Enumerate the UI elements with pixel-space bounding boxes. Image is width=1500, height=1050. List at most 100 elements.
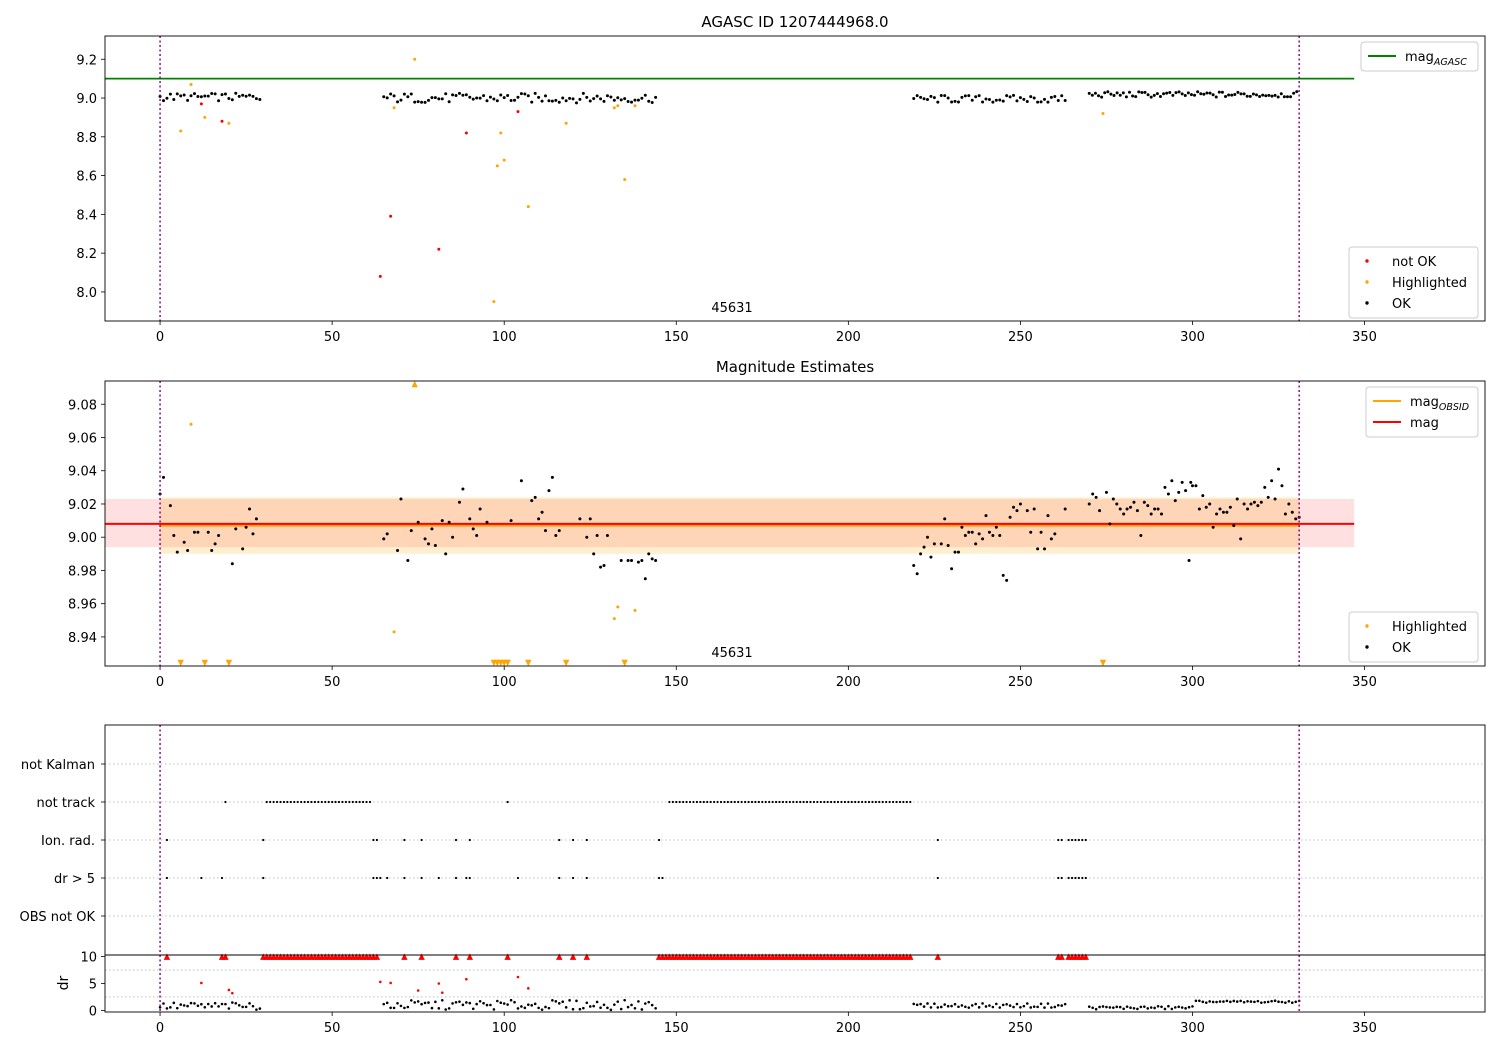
data-point-ok (1220, 90, 1224, 94)
data-point-ok (1146, 1007, 1150, 1010)
data-point-ok (1253, 1000, 1256, 1004)
y-tick-label: 9.2 (76, 53, 97, 68)
x-tick-label: 150 (664, 675, 689, 690)
data-point-ok (643, 577, 647, 581)
flag-point (695, 800, 699, 804)
data-point-highlighted (633, 608, 637, 612)
data-point-ok (482, 94, 486, 98)
data-point-ok (489, 1003, 492, 1007)
flag-point (375, 838, 378, 842)
data-point-ok (451, 1002, 454, 1005)
data-point-ok (254, 97, 258, 101)
data-point-ok (392, 94, 396, 98)
data-point-ok (1252, 500, 1256, 504)
data-point-ok (592, 552, 596, 556)
data-point-ok (1153, 507, 1157, 511)
data-point-ok (561, 96, 565, 100)
data-point-ok (230, 98, 234, 102)
data-point-ok (1163, 485, 1167, 489)
data-point-ok (543, 94, 547, 98)
data-point-ok (1194, 484, 1198, 488)
data-point-ok (1273, 999, 1277, 1003)
data-point-ok (482, 1001, 485, 1005)
flag-point (781, 800, 785, 804)
data-point-ok (213, 1001, 217, 1005)
flag-point (351, 800, 354, 804)
data-point-ok (1239, 92, 1243, 96)
data-point-ok (492, 1008, 496, 1011)
data-point-ok (606, 1006, 609, 1010)
data-point-ok (1184, 1007, 1187, 1010)
flag-point (1084, 838, 1087, 842)
data-point-ok (444, 552, 448, 556)
data-point-ok (619, 558, 623, 562)
data-point-ok (915, 94, 919, 98)
data-point-ok (210, 91, 214, 95)
panel-dr: 0 50 100 150 200 250 300 350 0 5 10 dr (56, 951, 1486, 1036)
flag-point (743, 800, 747, 804)
data-point-ok (1183, 94, 1187, 98)
data-point-ok (1196, 90, 1200, 94)
data-point-ok (1242, 92, 1246, 96)
data-point-ok (1287, 502, 1291, 506)
data-point-ok (244, 94, 248, 98)
x-tick-label: 200 (836, 1021, 861, 1036)
data-point-ok (468, 1001, 472, 1005)
data-point-not-ok (516, 110, 520, 114)
data-point-ok (1174, 91, 1178, 95)
data-point-ok (637, 1000, 640, 1003)
y-tick-label: 0 (89, 1004, 97, 1019)
flag-point (833, 800, 836, 804)
data-point-ok (1270, 479, 1274, 483)
data-point-ok (488, 95, 492, 99)
data-point-ok (987, 98, 991, 102)
data-point-ok (623, 998, 626, 1002)
data-point-ok (499, 1001, 503, 1004)
data-point-ok (1233, 92, 1237, 96)
data-point-ok (1146, 93, 1150, 97)
data-point-ok (406, 95, 410, 99)
data-point-ok (1249, 502, 1253, 506)
data-point-red (200, 981, 203, 985)
data-point-ok (1215, 1000, 1218, 1004)
flag-point (678, 800, 681, 804)
data-point-ok (1263, 485, 1267, 489)
y-tick-label: 10 (80, 951, 97, 966)
data-point-highlighted (616, 104, 620, 108)
data-point-ok (1204, 1001, 1208, 1004)
data-point-ok (599, 1006, 602, 1010)
flag-point (275, 800, 279, 804)
data-point-ok (523, 92, 527, 96)
legend-label: mag (1410, 416, 1439, 431)
data-point-ok (912, 563, 916, 567)
flag-point (310, 800, 313, 804)
data-point-ok (485, 1003, 489, 1007)
data-point-ok (475, 96, 479, 100)
data-point-ok (1115, 1005, 1119, 1009)
data-point-ok (568, 999, 571, 1002)
y-tick-label: 8.2 (76, 247, 97, 262)
data-point-ok (217, 534, 221, 538)
obsid-annotation: 45631 (711, 301, 752, 316)
axes: 0 50 100 150 200 250 300 350 8.0 8.2 8.4 8.6 8.8 9.0 9… (76, 35, 1486, 345)
category-label: OBS not OK (20, 910, 96, 925)
flag-point (885, 800, 888, 804)
y-tick-label: 5 (89, 978, 97, 993)
data-point-ok (165, 1007, 169, 1010)
data-point-ok (1087, 502, 1091, 506)
flag-point (165, 838, 169, 842)
data-point-ok (1205, 91, 1209, 95)
data-point-ok (602, 563, 606, 567)
data-point-ok (382, 537, 386, 541)
data-point-ok (636, 560, 640, 564)
flag-point (774, 800, 778, 804)
data-point-ok (1276, 95, 1280, 99)
data-point-ok (196, 1004, 200, 1008)
data-point-ok (1225, 999, 1229, 1003)
data-point-ok (1208, 1000, 1211, 1003)
legend-marker (1365, 624, 1369, 628)
flag-point (1057, 838, 1060, 842)
flag-point (1077, 876, 1081, 880)
data-point-ok (1122, 512, 1126, 516)
data-point-ok (234, 1002, 238, 1005)
